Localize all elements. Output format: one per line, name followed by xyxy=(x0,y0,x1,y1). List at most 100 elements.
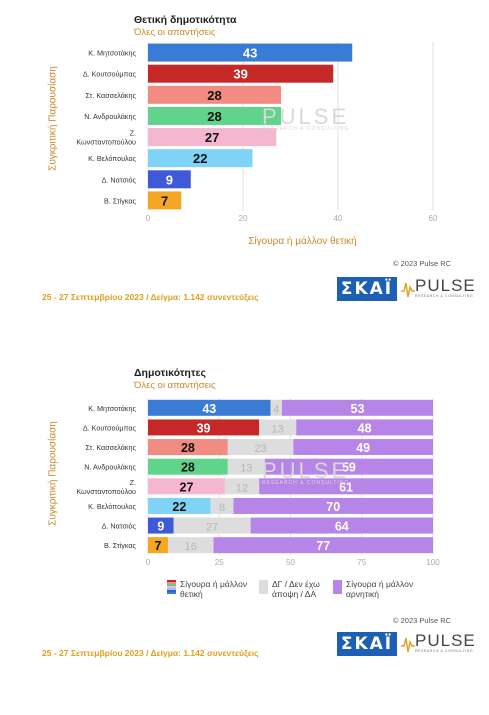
category-label-7: Β. Στίγκας xyxy=(104,541,137,550)
legend-label-negative: Σίγουρα ή μάλλον αρνητική xyxy=(346,579,414,599)
chart1-title: Θετική δημοτικότητα xyxy=(134,14,237,26)
pulse-logo: PULSE RESEARCH & CONSULTING xyxy=(401,631,475,656)
x-tick-label-4: 100 xyxy=(426,558,440,567)
category-label-5: Κ. Βελόπουλος xyxy=(88,154,136,163)
category-label-4: Ζ. Κωνσταντοπούλου xyxy=(76,478,136,496)
data-label-neutral-3: 13 xyxy=(240,463,252,475)
data-label-negative-4: 61 xyxy=(339,480,353,494)
data-label-neutral-5: 8 xyxy=(219,502,225,514)
pulse-logo-subtext: RESEARCH & CONSULTING xyxy=(415,649,474,653)
data-label-positive-7: 7 xyxy=(154,539,161,553)
chart2-svg: 0 25 50 75 100 Κ. Μητσοτάκης 43 4 53 Δ. Κουτσούμπ… xyxy=(76,398,440,567)
bar-negative-δ-κουτσούμπας xyxy=(296,419,433,436)
bar-positive-κ-βελόπουλος xyxy=(148,497,211,514)
category-label-7: Β. Στίγκας xyxy=(104,196,137,205)
data-label-negative-0: 53 xyxy=(351,402,365,416)
bar-positive-ν-ανδρουλάκης xyxy=(148,458,228,475)
x-tick-label-2: 50 xyxy=(286,558,295,567)
popularity-panel: Δημοτικότητες Όλες οι απαντήσεις Συγκριτ… xyxy=(0,360,489,715)
bar-neutral-ν-ανδρουλάκης xyxy=(227,458,265,475)
footer-2: 25 - 27 Σεπτεμβρίου 2023 / Δείγμα: 1.142… xyxy=(42,648,259,658)
positive-popularity-panel: Θετική δημοτικότητα Όλες οι απαντήσεις Σ… xyxy=(0,0,489,340)
bar-positive-δ-κουτσούμπας xyxy=(148,419,260,436)
bar-δ-νατσιός xyxy=(148,170,191,189)
bar-negative-ν-ανδρουλάκης xyxy=(264,458,433,475)
bar-neutral-δ-νατσιός xyxy=(173,517,251,534)
chart2-subtitle: Όλες οι απαντήσεις xyxy=(134,380,216,391)
bar-negative-δ-νατσιός xyxy=(250,517,433,534)
bar-negative-κ-μητσοτάκης xyxy=(281,399,433,416)
data-label-negative-1: 48 xyxy=(358,421,372,435)
legend-swatch-neutral xyxy=(259,580,268,594)
x-axis-label: Σίγουρα ή μάλλον θετική xyxy=(248,235,357,247)
chart2-title: Δημοτικότητες xyxy=(134,367,206,379)
category-label-4: Ζ. Κωνσταντοπούλου xyxy=(76,129,136,147)
pulse-wave-icon xyxy=(401,637,415,653)
data-label-positive-1: 39 xyxy=(197,421,211,435)
legend-swatch-positive xyxy=(167,580,176,594)
bar-κ-μητσοτάκης xyxy=(148,43,353,62)
pulse-logo-text: PULSE xyxy=(415,276,476,295)
bar-negative-β-στίγκας xyxy=(213,537,433,554)
bar-neutral-στ-κασσελάκης xyxy=(227,439,294,456)
category-label-1: Δ. Κουτσούμπας xyxy=(83,70,137,79)
data-label-neutral-0: 4 xyxy=(273,404,279,416)
data-label-neutral-4: 12 xyxy=(236,482,248,494)
chart1-subtitle: Όλες οι απαντήσεις xyxy=(134,27,216,38)
bar-β-στίγκας xyxy=(148,191,182,210)
data-label-negative-2: 49 xyxy=(356,441,370,455)
bar-neutral-κ-μητσοτάκης xyxy=(270,399,282,416)
data-label-positive-3: 28 xyxy=(181,461,195,475)
legend-swatch-negative xyxy=(333,580,342,594)
pulse-logo-subtext: RESEARCH & CONSULTING xyxy=(415,294,474,298)
category-label-3: Ν. Ανδρουλάκης xyxy=(84,112,136,121)
x-tick-label-0: 0 xyxy=(146,214,151,223)
x-tick-label-1: 25 xyxy=(215,558,224,567)
skai-logo: ΣΚΑΪ xyxy=(337,277,397,301)
bar-neutral-δ-κουτσούμπας xyxy=(259,419,297,436)
data-label-neutral-6: 27 xyxy=(206,522,218,534)
bar-positive-β-στίγκας xyxy=(148,537,168,554)
pulse-logo-text: PULSE xyxy=(415,631,476,650)
x-tick-label-1: 20 xyxy=(239,214,248,223)
pulse-logo: PULSE RESEARCH & CONSULTING xyxy=(401,276,475,301)
data-label-negative-6: 64 xyxy=(335,520,349,534)
data-label-positive-6: 9 xyxy=(157,520,164,534)
data-label-positive-0: 43 xyxy=(202,402,216,416)
data-label-positive-5: 22 xyxy=(172,500,186,514)
bar-negative-στ-κασσελάκης xyxy=(293,439,433,456)
data-label-4: 27 xyxy=(205,130,219,145)
copyright-1: © 2023 Pulse RC xyxy=(393,259,452,268)
data-label-2: 28 xyxy=(207,88,221,103)
copyright-2: © 2023 Pulse RC xyxy=(393,616,452,625)
legend-label-positive: Σίγουρα ή μάλλον θετική xyxy=(180,579,248,599)
footer-1: 25 - 27 Σεπτεμβρίου 2023 / Δείγμα: 1.142… xyxy=(42,292,259,302)
bar-neutral-κ-βελόπουλος xyxy=(210,497,234,514)
bar-στ-κασσελάκης xyxy=(148,85,281,104)
category-label-6: Δ. Νατσιός xyxy=(102,522,137,531)
bar-negative-κ-βελόπουλος xyxy=(233,497,433,514)
data-label-3: 28 xyxy=(207,109,221,124)
data-label-negative-7: 77 xyxy=(316,539,330,553)
data-label-negative-5: 70 xyxy=(326,500,340,514)
data-label-1: 39 xyxy=(233,67,247,82)
bar-ζ-κωνσταντοπούλου xyxy=(148,128,277,147)
category-label-5: Κ. Βελόπουλος xyxy=(88,502,136,511)
chart1-svg: 0 20 40 60 Κ. Μητσοτάκης 43 Δ. Κουτσούμπας 39 Στ… xyxy=(76,42,438,247)
bar-δ-κουτσούμπας xyxy=(148,64,334,83)
data-label-5: 22 xyxy=(193,151,207,166)
data-label-7: 7 xyxy=(161,193,168,208)
category-label-0: Κ. Μητσοτάκης xyxy=(88,404,136,413)
bar-positive-στ-κασσελάκης xyxy=(148,439,228,456)
data-label-0: 43 xyxy=(243,46,257,61)
category-label-3: Ν. Ανδρουλάκης xyxy=(84,463,136,472)
category-label-2: Στ. Κασσελάκης xyxy=(85,443,136,452)
data-label-neutral-7: 16 xyxy=(185,541,197,553)
x-tick-label-0: 0 xyxy=(146,558,151,567)
bar-positive-δ-νατσιός xyxy=(148,517,174,534)
category-label-1: Δ. Κουτσούμπας xyxy=(83,423,137,432)
x-tick-label-3: 60 xyxy=(429,214,438,223)
bar-neutral-β-στίγκας xyxy=(167,537,214,554)
x-tick-label-2: 40 xyxy=(334,214,343,223)
skai-logo: ΣΚΑΪ xyxy=(337,632,397,656)
